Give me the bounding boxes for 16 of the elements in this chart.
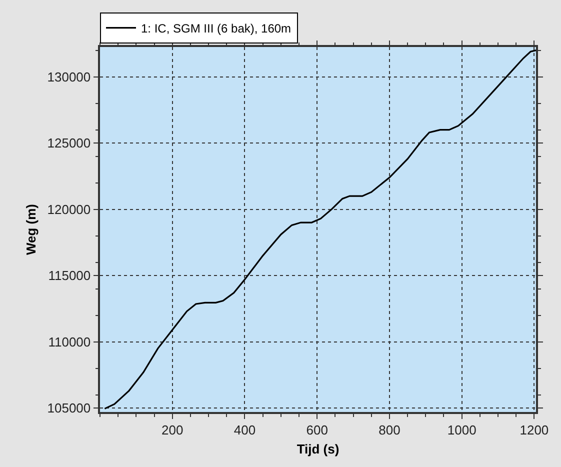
line-series (104, 50, 536, 410)
x-tick-label: 1000 (447, 422, 476, 438)
x-axis-title: Tijd (s) (296, 441, 340, 456)
y-tick-label: 110000 (48, 334, 91, 350)
y-tick-label: 105000 (47, 400, 91, 416)
x-tick-label: 1200 (520, 422, 549, 438)
y-tick-label: 120000 (47, 202, 91, 217)
x-tick-label: 800 (378, 422, 400, 438)
x-tick-label: 200 (162, 422, 184, 438)
x-tick-label: 400 (234, 422, 256, 438)
legend-label: 1: IC, SGM III (6 bak), 160m (141, 22, 292, 36)
y-tick-label: 115000 (48, 268, 91, 284)
y-axis-title: Weg (m) (24, 204, 39, 256)
y-tick-label: 130000 (47, 69, 91, 84)
y-tick-label: 125000 (47, 136, 91, 151)
x-tick-label: 600 (306, 422, 328, 438)
